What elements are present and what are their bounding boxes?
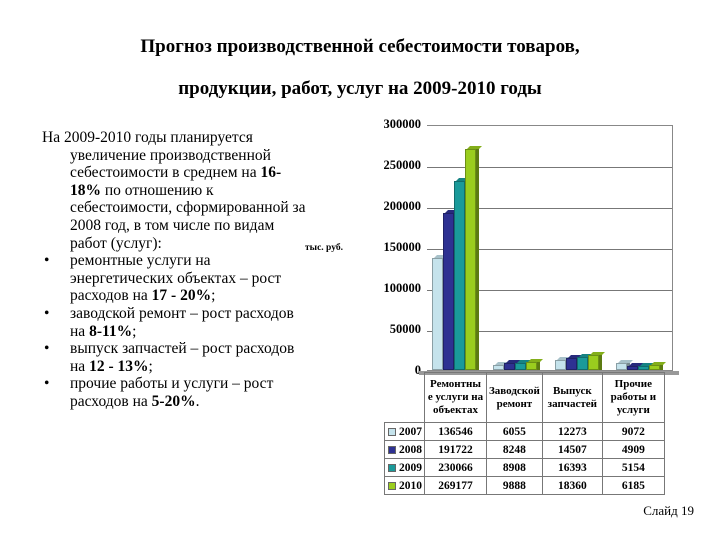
table-cell: 16393 (541, 458, 603, 477)
gridline (427, 331, 672, 332)
bullet-icon: • (44, 375, 50, 393)
table-cell: 18360 (541, 476, 603, 495)
bullet-icon: • (44, 304, 50, 322)
bullet-percent: 5-20% (151, 392, 196, 410)
table-cell: 6185 (601, 476, 665, 495)
gridline (427, 167, 672, 168)
table-cell: 14507 (541, 440, 603, 459)
plot-area (427, 125, 673, 371)
bar-2007 (493, 362, 511, 370)
bar-2010 (464, 146, 482, 370)
bar-2008 (565, 355, 583, 370)
table-row: 2010 269177 9888 18360 6185 (384, 476, 665, 495)
category-header: Выпуск запчастей (541, 372, 603, 423)
category-header: Ремонтны е услуги на объектах (424, 372, 487, 423)
bullet-text: прочие работы и услуги – рост расходов н… (70, 375, 274, 410)
title-line-1: Прогноз производственной себестоимости т… (140, 36, 580, 57)
bullet-suffix: ; (211, 287, 216, 305)
slide-number: Слайд 19 (643, 503, 694, 518)
table-cell: 8248 (486, 440, 543, 459)
intro-paragraph: На 2009-2010 годы планируется увеличение… (42, 129, 312, 252)
body-text: На 2009-2010 годы планируется увеличение… (42, 129, 312, 411)
table-row: 2008 191722 8248 14507 4909 (384, 440, 665, 459)
table-cell: 6055 (486, 422, 543, 441)
table-cell: 9072 (601, 422, 665, 441)
bar-2007 (616, 359, 634, 370)
y-tick-label: 200000 (383, 199, 422, 213)
gridline (427, 249, 672, 250)
table-cell: 4909 (601, 440, 665, 459)
bullet-text: заводской ремонт – рост расходов на (70, 304, 294, 340)
bar-2008 (442, 209, 460, 370)
bar-2008 (504, 360, 522, 370)
table-cell: 8908 (486, 458, 543, 477)
intro-prefix: На 2009-2010 годы планируется увеличение… (42, 129, 271, 182)
bullet-percent: 12 - 13% (89, 357, 149, 375)
bar-2010 (587, 351, 605, 370)
bar-2010 (649, 361, 667, 370)
bar-2010 (526, 358, 544, 370)
bar-2008 (627, 362, 645, 370)
table-cell: 5154 (601, 458, 665, 477)
legend-swatch-icon (388, 427, 396, 436)
table-cell: 9888 (486, 476, 543, 495)
bar-2009 (515, 359, 533, 370)
legend-swatch-icon (388, 445, 396, 454)
bullet-icon: • (44, 252, 50, 270)
legend-swatch-icon (388, 481, 396, 490)
y-tick-label: 150000 (383, 240, 422, 254)
table-corner (384, 372, 425, 423)
intro-bold: 16-18% (70, 164, 282, 199)
category-header: Заводской ремонт (486, 372, 543, 423)
gridline (427, 208, 672, 209)
y-axis-unit-label: тыс. руб. (305, 243, 343, 253)
bullet-suffix: ; (132, 322, 137, 340)
bar-chart: 300000 250000 200000 150000 100000 50000 0 (355, 115, 690, 495)
bullet-list: • ремонтные услуги на энергетических объе… (42, 252, 312, 410)
y-tick-label: 100000 (383, 281, 422, 295)
bullet-suffix: ; (148, 357, 153, 375)
y-tick-label: 0 (414, 363, 421, 377)
bullet-item: • ремонтные услуги на энергетических объе… (42, 252, 312, 305)
bullet-item: • заводской ремонт – рост расходов на 8-1… (42, 305, 312, 340)
legend-entry: 2008 (384, 440, 425, 459)
bullet-item: • выпуск запчастей – рост расходов на 12 … (42, 340, 312, 375)
bullet-icon: • (44, 340, 50, 358)
table-cell: 191722 (424, 440, 487, 459)
table-cell: 136546 (424, 422, 487, 441)
legend-entry: 2007 (384, 422, 425, 441)
table-cell: 269177 (424, 476, 487, 495)
bullet-item: • прочие работы и услуги – рост расходов … (42, 375, 312, 410)
legend-entry: 2009 (384, 458, 425, 477)
y-tick-label: 250000 (383, 158, 422, 172)
bullet-percent: 8-11% (89, 322, 133, 340)
legend-entry: 2010 (384, 476, 425, 495)
category-header: Прочие работы и услуги (601, 372, 665, 423)
bar-2007 (431, 255, 449, 370)
bar-2009 (576, 353, 594, 370)
bullet-text: выпуск запчастей – рост расходов на (70, 340, 295, 375)
title-line-2: продукции, работ, услуг на 2009-2010 год… (178, 78, 542, 99)
data-table: Ремонтны е услуги на объектах Заводской ремо… (384, 372, 665, 495)
intro-suffix: по отношению к себестоимости, сформирова… (70, 181, 306, 252)
table-cell: 12273 (541, 422, 603, 441)
table-row: 2007 136546 6055 12273 9072 (384, 422, 665, 441)
table-row: 2009 230066 8908 16393 5154 (384, 458, 665, 477)
gridline (427, 290, 672, 291)
bullet-text: ремонтные услуги на энергетических объек… (70, 252, 282, 305)
bullet-percent: 17 - 20% (151, 287, 212, 305)
bar-2009 (638, 362, 656, 370)
y-tick-label: 50000 (389, 322, 421, 336)
legend-swatch-icon (388, 463, 396, 472)
bar-2007 (554, 356, 572, 370)
y-tick-label: 300000 (383, 117, 422, 131)
bar-2009 (453, 178, 471, 370)
table-cell: 230066 (424, 458, 487, 477)
bullet-suffix: . (195, 392, 200, 410)
